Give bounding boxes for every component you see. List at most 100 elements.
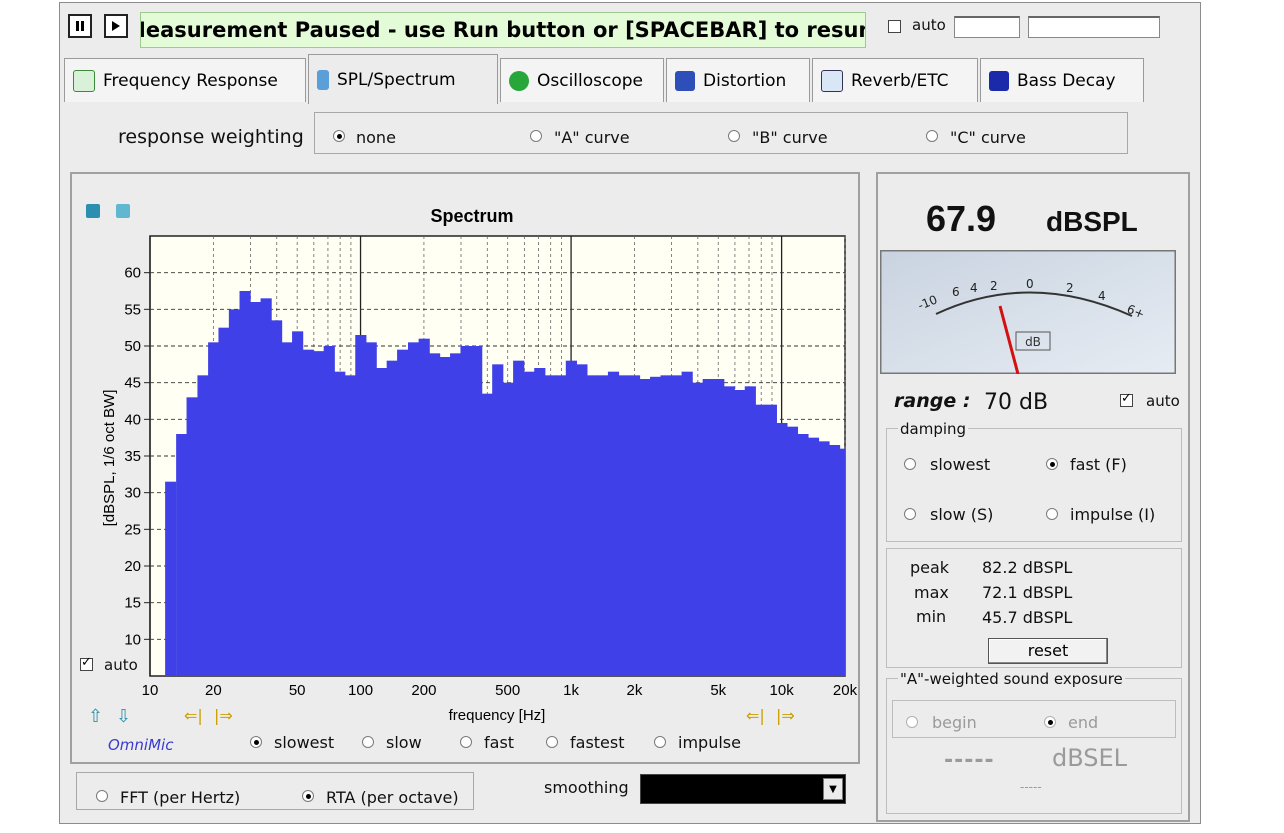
spectrum-bar	[513, 360, 525, 676]
meter-panel	[876, 172, 1190, 822]
meter-scale-2-pos: 2	[1066, 281, 1074, 295]
play-icon	[112, 21, 120, 31]
y-tick-label: 55	[124, 301, 141, 318]
pan-left-icon[interactable]: ⇐|	[184, 706, 203, 725]
pan-right-right-icon[interactable]: |⇒	[776, 706, 795, 725]
meter-scale-4: 4	[970, 281, 978, 295]
zoom-out-icon[interactable]	[116, 204, 130, 218]
spectrum-bar	[671, 375, 683, 676]
spectrum-bar	[271, 320, 283, 676]
mode-fft-label: FFT (per Hertz)	[120, 788, 241, 807]
status-auto-label: auto	[912, 16, 946, 34]
spectrum-bar	[502, 382, 514, 676]
pause-button[interactable]	[68, 14, 92, 38]
spectrum-bar	[313, 351, 325, 676]
frequency-response-icon	[73, 69, 95, 92]
damping-fast-radio[interactable]	[1046, 458, 1058, 470]
chart-auto-checkbox[interactable]	[80, 655, 93, 671]
spectrum-bar	[692, 382, 704, 676]
spectrum-bar	[218, 327, 230, 676]
spectrum-bar	[481, 393, 493, 676]
pan-right-icon[interactable]: |⇒	[214, 706, 233, 725]
damping-impulse-radio[interactable]	[1046, 508, 1058, 520]
run-button[interactable]	[104, 14, 128, 38]
y-tick-label: 60	[124, 265, 141, 282]
avg-fastest-radio[interactable]	[546, 736, 558, 748]
tab-reverb-etc[interactable]: Reverb/ETC	[812, 58, 978, 102]
spectrum-bar	[260, 298, 272, 676]
meter-scale-minus10: -10	[916, 292, 939, 312]
exposure-value: -----	[944, 748, 995, 773]
level-field-2[interactable]	[1028, 16, 1160, 38]
x-tick-label: 50	[289, 682, 306, 699]
weighting-b-label: "B" curve	[752, 128, 828, 147]
peak-value: 82.2 dBSPL	[982, 558, 1073, 577]
y-axis-label: [dBSPL, 1/6 oct BW]	[101, 390, 118, 527]
spectrum-panel	[70, 172, 860, 764]
spectrum-bar	[365, 342, 377, 676]
tab-bass-decay[interactable]: Bass Decay	[980, 58, 1144, 102]
spectrum-bar	[302, 349, 314, 676]
spectrum-bar	[386, 360, 398, 676]
spl-spectrum-icon	[317, 69, 329, 90]
avg-fastest-label: fastest	[570, 733, 625, 752]
spectrum-bar	[723, 386, 735, 676]
mode-fft-radio[interactable]	[96, 790, 108, 802]
zoom-in-icon[interactable]	[86, 204, 100, 218]
tab-frequency-response[interactable]: Frequency Response	[64, 58, 306, 102]
weighting-a-radio[interactable]	[530, 130, 542, 142]
tab-oscilloscope[interactable]: Oscilloscope	[500, 58, 664, 102]
scroll-down-icon[interactable]: ⇩	[116, 706, 132, 727]
spectrum-bar	[607, 371, 620, 676]
status-auto-checkbox[interactable]	[888, 20, 901, 33]
damping-slow-radio[interactable]	[904, 508, 916, 520]
spectrum-bar	[565, 360, 577, 676]
weighting-none-radio[interactable]	[333, 130, 345, 142]
exposure-end-radio[interactable]	[1044, 716, 1056, 728]
spectrum-bars	[165, 291, 846, 676]
tab-spl-spectrum[interactable]: SPL/Spectrum	[308, 54, 498, 104]
x-axis-ticks: 10 20 50 100 200 500 1k 2k 5k 10k 20k	[142, 682, 858, 699]
range-auto-checkbox[interactable]	[1120, 391, 1133, 407]
y-tick-label: 25	[124, 521, 141, 538]
x-tick-label: 20k	[833, 682, 858, 699]
smoothing-select[interactable]: ▼	[640, 774, 846, 804]
pan-left-right-icon[interactable]: ⇐|	[746, 706, 765, 725]
y-tick-label: 15	[124, 595, 141, 612]
weighting-c-radio[interactable]	[926, 130, 938, 142]
reset-button[interactable]: reset	[988, 638, 1108, 664]
spectrum-bar	[807, 437, 820, 676]
spectrum-bar	[534, 368, 546, 676]
x-tick-label: 500	[495, 682, 520, 699]
weighting-a-label: "A" curve	[554, 128, 630, 147]
spectrum-bar	[439, 357, 451, 676]
y-tick-label: 40	[124, 411, 141, 428]
bass-decay-icon	[989, 70, 1009, 91]
spectrum-bar	[249, 302, 262, 676]
weighting-none-label: none	[356, 128, 396, 147]
weighting-b-radio[interactable]	[728, 130, 740, 142]
spectrum-bar	[281, 342, 293, 676]
damping-slowest-radio[interactable]	[904, 458, 916, 470]
damping-slowest-label: slowest	[930, 455, 991, 474]
mode-rta-radio[interactable]	[302, 790, 314, 802]
y-tick-label: 45	[124, 375, 141, 392]
avg-impulse-radio[interactable]	[654, 736, 666, 748]
spectrum-bar	[734, 390, 746, 676]
scroll-up-icon[interactable]: ⇧	[88, 706, 104, 727]
spectrum-bar	[544, 375, 556, 676]
y-tick-label: 10	[124, 631, 141, 648]
avg-slowest-radio[interactable]	[250, 736, 262, 748]
avg-slow-label: slow	[386, 733, 422, 752]
meter-scale-unit: dB	[1025, 335, 1041, 349]
avg-fast-radio[interactable]	[460, 736, 472, 748]
tab-distortion[interactable]: Distortion	[666, 58, 810, 102]
avg-slow-radio[interactable]	[362, 736, 374, 748]
x-tick-label: 5k	[710, 682, 726, 699]
level-field-1[interactable]	[954, 16, 1020, 38]
exposure-begin-radio[interactable]	[906, 716, 918, 728]
spectrum-bar	[239, 291, 251, 676]
max-value: 72.1 dBSPL	[982, 583, 1073, 602]
weighting-c-label: "C" curve	[950, 128, 1026, 147]
spectrum-bar	[555, 375, 567, 676]
